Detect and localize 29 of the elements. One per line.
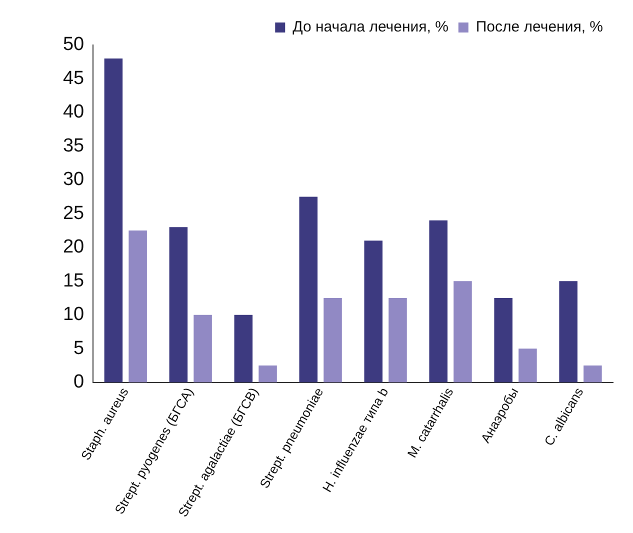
legend-label: После лечения, % xyxy=(476,18,604,36)
y-tick-label: 50 xyxy=(62,34,84,56)
bar xyxy=(454,281,472,382)
y-tick-label: 25 xyxy=(62,202,84,224)
bar xyxy=(388,298,407,382)
bar xyxy=(364,240,383,382)
y-tick-label: 0 xyxy=(74,372,84,393)
bar xyxy=(234,314,253,382)
bar xyxy=(494,298,512,382)
bar xyxy=(518,348,537,382)
legend-label: До начала лечения, % xyxy=(292,18,448,36)
bar xyxy=(584,365,602,382)
bar xyxy=(258,365,277,382)
bar xyxy=(559,281,578,382)
y-tick-label: 15 xyxy=(62,270,84,292)
bar xyxy=(169,227,188,382)
bar xyxy=(104,58,123,382)
y-tick-label: 10 xyxy=(62,304,84,326)
bar xyxy=(194,314,212,382)
bar xyxy=(299,196,318,382)
bar xyxy=(429,220,448,382)
y-tick-label: 20 xyxy=(62,236,84,258)
y-tick-label: 5 xyxy=(74,338,84,359)
y-tick-label: 40 xyxy=(62,102,84,123)
y-tick-label: 35 xyxy=(62,135,84,156)
y-tick-label: 45 xyxy=(62,68,84,89)
y-tick-label: 30 xyxy=(62,169,84,190)
bar xyxy=(324,298,342,382)
bar xyxy=(128,230,147,382)
